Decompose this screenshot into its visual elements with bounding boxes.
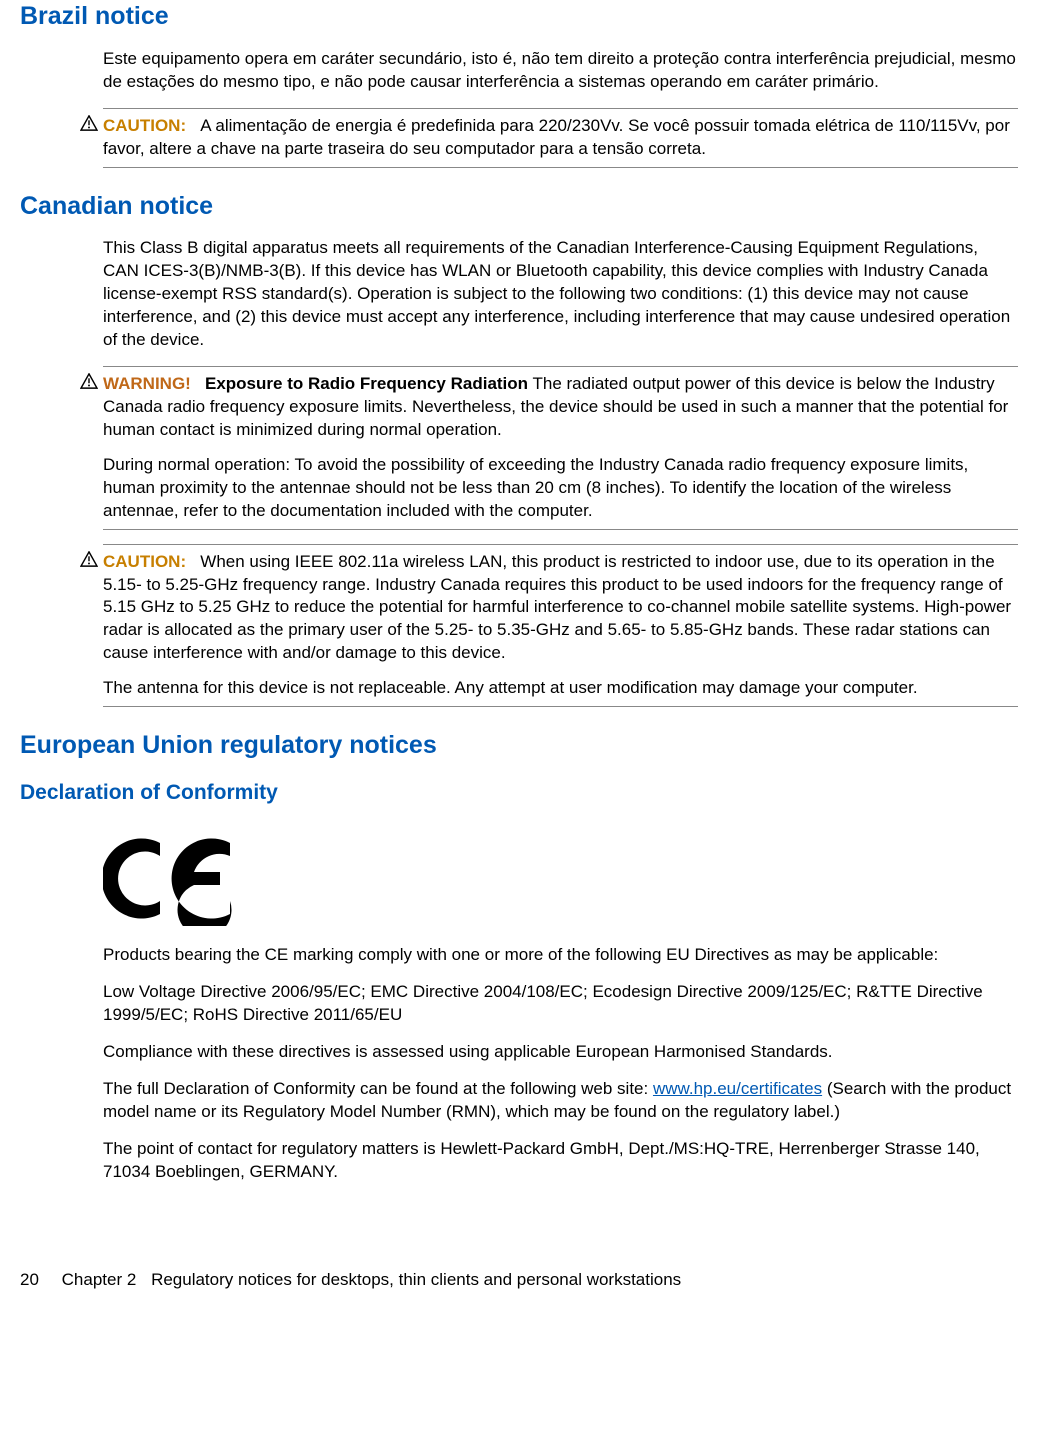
eu-para-4: The full Declaration of Conformity can b… [103,1078,1018,1124]
canadian-warning-para-2: During normal operation: To avoid the po… [103,454,1018,523]
caution-label: CAUTION: [103,552,186,571]
footer-chapter: Chapter 2 [62,1270,137,1289]
brazil-caution-box: CAUTION: A alimentação de energia é pred… [103,108,1018,168]
canadian-caution-body: When using IEEE 802.11a wireless LAN, th… [103,552,1011,663]
caution-icon [80,551,98,567]
canadian-warning-text: WARNING! Exposure to Radio Frequency Rad… [103,373,1018,442]
warning-bold-lead: Exposure to Radio Frequency Radiation [205,374,528,393]
brazil-caution-text: CAUTION: A alimentação de energia é pred… [103,115,1018,161]
eu-para-1: Products bearing the CE marking comply w… [103,944,1018,967]
canadian-para-1: This Class B digital apparatus meets all… [103,237,1018,352]
brazil-caution-body: A alimentação de energia é predefinida p… [103,116,1010,158]
eu-para-4-before: The full Declaration of Conformity can b… [103,1079,653,1098]
subheading-eu: Declaration of Conformity [20,779,1018,807]
caution-label: CAUTION: [103,116,186,135]
brazil-para-1: Este equipamento opera em caráter secund… [103,48,1018,94]
ce-mark-icon [103,831,1018,926]
caution-icon [80,115,98,131]
eu-para-3: Compliance with these directives is asse… [103,1041,1018,1064]
eu-body: Products bearing the CE marking comply w… [103,944,1018,1184]
eu-para-2: Low Voltage Directive 2006/95/EC; EMC Di… [103,981,1018,1027]
footer-page-number: 20 [20,1270,39,1289]
warning-icon [80,373,98,389]
eu-para-5: The point of contact for regulatory matt… [103,1138,1018,1184]
footer-title: Regulatory notices for desktops, thin cl… [151,1270,681,1289]
warning-label: WARNING! [103,374,191,393]
heading-brazil: Brazil notice [20,0,1018,34]
canadian-caution-text: CAUTION: When using IEEE 802.11a wireles… [103,551,1018,666]
page-footer: 20 Chapter 2 Regulatory notices for desk… [20,1269,1018,1292]
certificates-link[interactable]: www.hp.eu/certificates [653,1079,822,1098]
canadian-caution-box: CAUTION: When using IEEE 802.11a wireles… [103,544,1018,708]
brazil-body: Este equipamento opera em caráter secund… [103,48,1018,94]
canadian-body: This Class B digital apparatus meets all… [103,237,1018,352]
heading-canadian: Canadian notice [20,190,1018,224]
canadian-warning-box: WARNING! Exposure to Radio Frequency Rad… [103,366,1018,530]
heading-eu: European Union regulatory notices [20,729,1018,763]
canadian-caution-para-2: The antenna for this device is not repla… [103,677,1018,700]
document-page: Brazil notice Este equipamento opera em … [20,0,1018,1292]
